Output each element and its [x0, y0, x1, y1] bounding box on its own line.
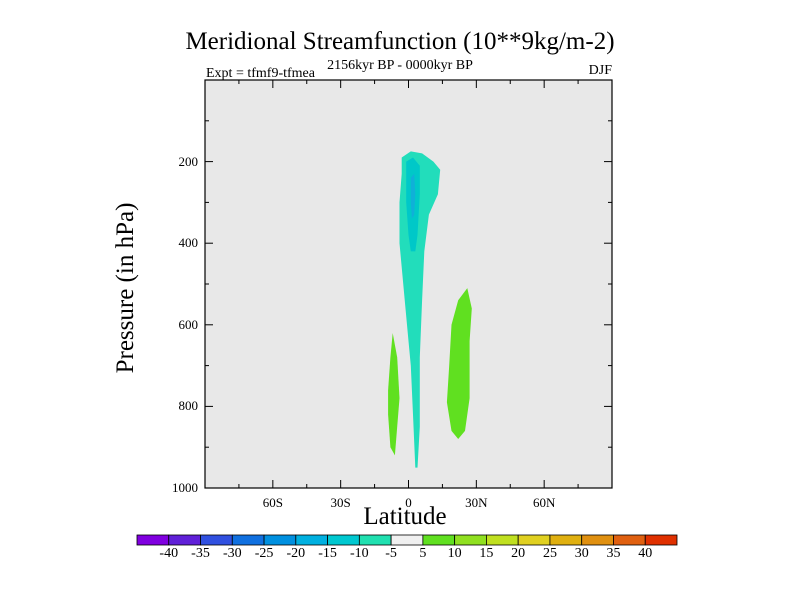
- colorbar-swatch: [549, 534, 583, 546]
- chart-title: Meridional Streamfunction (10**9kg/m-2): [185, 28, 615, 55]
- colorbar-label: -30: [222, 546, 242, 561]
- y-tick-label: 600: [178, 316, 199, 332]
- colorbar-label: -15: [318, 546, 337, 561]
- colorbar-label: 15: [479, 546, 494, 561]
- y-tick-label: 200: [178, 153, 199, 169]
- y-axis-label: Pressure (in hPa): [112, 202, 139, 374]
- time-range-label: 2156kyr BP - 0000kyr BP: [327, 58, 473, 73]
- colorbar-label: 10: [447, 546, 462, 561]
- colorbar-label: -5: [385, 546, 397, 561]
- colorbar-swatch: [486, 534, 519, 546]
- y-tick-label: 400: [178, 235, 199, 251]
- colorbar-swatch: [454, 534, 487, 546]
- colorbar-swatch: [517, 534, 551, 546]
- y-tick-label: 800: [178, 398, 199, 414]
- colorbar-label: 20: [511, 546, 526, 561]
- contour-region-positive-cell-nh: [446, 288, 472, 439]
- colorbar-swatch: [422, 534, 456, 546]
- colorbar-swatch: [263, 534, 297, 546]
- contour-region-negative-cell-innermost: [410, 173, 416, 219]
- colorbar-swatch: [390, 534, 424, 546]
- colorbar-swatch: [581, 534, 614, 546]
- colorbar-label: -25: [254, 546, 274, 561]
- colorbar-label: 30: [574, 546, 589, 561]
- colorbar-swatch: [295, 534, 328, 546]
- x-axis-label: Latitude: [363, 503, 447, 530]
- x-tick-label: 30N: [465, 495, 488, 510]
- colorbar-label: 40: [638, 546, 653, 561]
- colorbar-label: -20: [286, 546, 306, 561]
- colorbar-label: -40: [159, 546, 179, 561]
- x-tick-label: 0: [405, 495, 412, 510]
- colorbar-swatch: [644, 534, 678, 546]
- contour-regions: [388, 151, 472, 468]
- colorbar-swatch: [231, 534, 265, 546]
- season-label: DJF: [588, 63, 612, 78]
- plot-frame: [204, 79, 613, 489]
- colorbar-label: 35: [606, 546, 621, 561]
- x-tick-label: 30S: [330, 495, 351, 510]
- colorbar-label: -35: [191, 546, 210, 561]
- experiment-label: Expt = tfmf9-tfmea: [206, 66, 315, 81]
- colorbar-swatch: [327, 534, 360, 546]
- x-tick-label: 60S: [262, 495, 283, 510]
- colorbar: [136, 534, 678, 546]
- y-tick-label: 1000: [172, 480, 198, 495]
- colorbar-label: -10: [350, 546, 369, 561]
- colorbar-swatch: [613, 534, 646, 546]
- colorbar-swatch: [358, 534, 392, 546]
- x-tick-label: 60N: [532, 495, 556, 510]
- colorbar-swatch: [136, 534, 170, 546]
- colorbar-swatch: [200, 534, 233, 546]
- axis-ticks: [205, 80, 612, 488]
- colorbar-swatch: [168, 534, 201, 546]
- colorbar-label: 25: [542, 546, 557, 561]
- contour-region-positive-cell-sh: [388, 333, 400, 456]
- colorbar-label: 5: [419, 546, 427, 561]
